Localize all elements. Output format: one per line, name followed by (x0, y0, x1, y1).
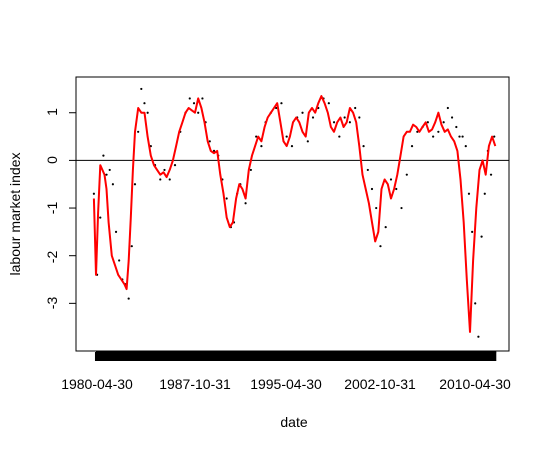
x-axis-title: date (280, 414, 307, 430)
data-point (143, 102, 146, 105)
x-tick-label: 1980-04-30 (61, 376, 133, 392)
data-point (285, 135, 288, 138)
data-point (192, 102, 196, 105)
data-point (354, 106, 357, 110)
data-point (338, 135, 341, 138)
y-tick-label: -3 (44, 297, 60, 310)
data-point (225, 197, 228, 200)
data-point (389, 178, 393, 181)
data-point (188, 97, 191, 100)
data-point (480, 235, 483, 238)
x-tick-label: 1995-04-30 (250, 376, 322, 392)
data-point (366, 168, 369, 172)
data-point (249, 168, 252, 172)
data-point (450, 116, 454, 119)
data-point (400, 206, 403, 210)
data-point (260, 144, 263, 148)
data-point (362, 144, 365, 148)
data-point (127, 297, 130, 300)
data-point (146, 111, 149, 114)
data-point (92, 192, 95, 195)
data-point (405, 173, 408, 176)
data-point (461, 135, 464, 138)
data-point (208, 140, 211, 143)
y-tick-label: -1 (44, 202, 60, 215)
data-point (114, 230, 118, 233)
data-point (168, 178, 171, 181)
y-tick-label: -2 (44, 251, 60, 264)
data-point (201, 97, 204, 100)
data-point (442, 121, 445, 124)
data-point (111, 183, 114, 186)
data-point (130, 245, 133, 248)
data-point (446, 106, 449, 110)
data-point (474, 302, 477, 305)
plot-frame (75, 76, 510, 352)
y-axis-title: labour market index (7, 153, 23, 276)
data-point (384, 226, 387, 229)
data-point (379, 245, 382, 248)
data-point (133, 183, 137, 186)
data-point (432, 135, 435, 138)
data-point (197, 111, 200, 114)
data-point (311, 116, 315, 119)
y-tick-label: 0 (44, 156, 60, 164)
data-point (467, 192, 471, 195)
x-tick-label: 2010-04-30 (439, 376, 511, 392)
data-point (489, 173, 493, 176)
data-point (108, 168, 111, 172)
x-axis-ticks (94, 352, 497, 361)
data-point (327, 102, 330, 105)
data-point (290, 144, 294, 148)
data-point (343, 116, 346, 119)
data-point (493, 135, 496, 138)
axis-marks (69, 76, 510, 361)
data-point (275, 106, 278, 110)
data-point (118, 259, 121, 262)
y-tick-label: 1 (44, 108, 60, 116)
data-point (301, 111, 304, 114)
data-point (455, 125, 458, 129)
data-point (458, 135, 461, 138)
data-point (410, 144, 414, 148)
data-point (370, 187, 374, 191)
data-point (137, 130, 140, 133)
data-point (173, 164, 177, 167)
data-point (464, 144, 467, 148)
data-point (358, 116, 361, 119)
data-point (212, 149, 216, 152)
data-point (140, 87, 143, 91)
data-point (163, 168, 166, 172)
plot-marks (76, 87, 509, 338)
data-point (375, 206, 378, 210)
data-point (306, 140, 309, 143)
x-tick-label: 1987-10-31 (159, 376, 231, 392)
data-point (102, 154, 105, 157)
data-point (348, 121, 351, 124)
data-point (395, 187, 398, 191)
data-point (159, 178, 162, 181)
series-line (92, 95, 497, 333)
data-point (437, 130, 440, 133)
x-tick-label: 2002-10-31 (344, 376, 416, 392)
data-point (105, 173, 108, 176)
data-point (483, 192, 486, 195)
data-point (99, 216, 102, 219)
data-point (471, 230, 474, 233)
data-point (426, 121, 429, 124)
data-point (255, 135, 258, 138)
data-point (332, 121, 336, 124)
data-point (244, 202, 247, 205)
data-point (280, 102, 283, 105)
data-point (477, 335, 480, 338)
